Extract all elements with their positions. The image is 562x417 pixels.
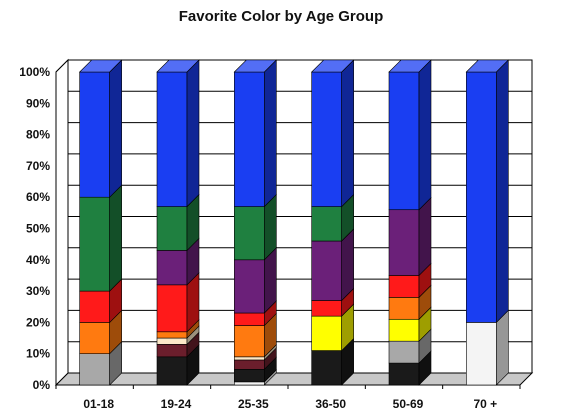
bar-segment-side [418, 196, 432, 277]
labels: 0% 10% 20% 30% 40% 50% 60% 70% 80% 90% 100% 01-18 19… [19, 65, 497, 411]
bar-segment-top [156, 59, 200, 73]
bar-segment [311, 240, 342, 301]
bar-segment-side [109, 59, 122, 198]
y-tick-label: 10% [26, 347, 50, 361]
bar-segment [79, 290, 110, 323]
bar-segment [79, 71, 110, 198]
bar-segment [156, 206, 188, 251]
bar-segment [234, 381, 265, 386]
floor [54, 372, 534, 386]
bar-segment [234, 359, 265, 370]
bar-segment [156, 250, 188, 286]
y-tick-label: 90% [26, 96, 50, 110]
y-tick-label: 60% [26, 190, 50, 204]
bar-segment-side [186, 59, 200, 208]
bar-segment-side [496, 59, 509, 324]
bar-segment [234, 312, 265, 326]
bar-segment [311, 350, 342, 386]
y-tick-label: 80% [26, 128, 50, 142]
side-wall [55, 58, 69, 387]
bar-segment-side [496, 309, 509, 386]
grid [54, 58, 534, 389]
bar-segment [156, 344, 188, 358]
bar-segment [79, 196, 110, 292]
x-tick-label: 50-69 [393, 397, 424, 411]
bar-segment-side [264, 59, 277, 208]
bar-segment [79, 353, 110, 386]
bar-segment [234, 356, 265, 361]
x-tick-label: 36-50 [315, 397, 346, 411]
x-tick-label: 01-18 [83, 397, 114, 411]
bar-segment [311, 206, 342, 242]
bar-segment [79, 322, 110, 354]
x-tick-label: 70 + [473, 397, 497, 411]
bar-segment [466, 71, 497, 323]
bar-segment-top [78, 59, 123, 73]
y-tick-label: 30% [26, 284, 50, 298]
bar-segment-side [341, 228, 354, 302]
y-tick-label: 50% [26, 222, 50, 236]
y-tick-label: 70% [26, 159, 50, 173]
bar-segment [388, 318, 420, 342]
bar-segment-side [341, 59, 354, 208]
bar-segment [156, 284, 188, 333]
bar-segment [156, 356, 188, 386]
bar-segment-top [388, 59, 432, 73]
bar-segment [466, 322, 497, 386]
bars [78, 59, 510, 386]
bar-segment [311, 71, 342, 207]
bar-segment-side [418, 59, 432, 211]
y-tick-label: 0% [33, 378, 51, 392]
chart-title: Favorite Color by Age Group [178, 8, 384, 25]
x-tick-label: 19-24 [161, 397, 192, 411]
bar-segment [388, 275, 420, 298]
bar-segment [311, 300, 342, 317]
bar-segment [388, 209, 420, 276]
bar-segment [234, 71, 265, 207]
y-tick-label: 40% [26, 253, 50, 267]
x-tick-label: 25-35 [238, 397, 269, 411]
bar-segment-top [233, 59, 278, 73]
bar-segment [156, 337, 188, 345]
bar-segment [311, 315, 342, 351]
bar-segment [234, 325, 265, 358]
bar-segment [234, 369, 265, 383]
bar-segment [234, 259, 265, 314]
bar-segment [156, 331, 188, 339]
bar-segment [388, 362, 420, 386]
y-tick-label: 100% [19, 65, 50, 79]
bar-segment-top [310, 59, 355, 73]
bar-segment [156, 71, 188, 207]
y-tick-label: 20% [26, 315, 50, 329]
bar-segment [388, 340, 420, 364]
bar-segment [388, 71, 420, 211]
bar-segment-side [109, 184, 122, 292]
bar-segment [234, 206, 265, 261]
bar-segment [388, 297, 420, 320]
bar-segment-top [465, 59, 510, 73]
